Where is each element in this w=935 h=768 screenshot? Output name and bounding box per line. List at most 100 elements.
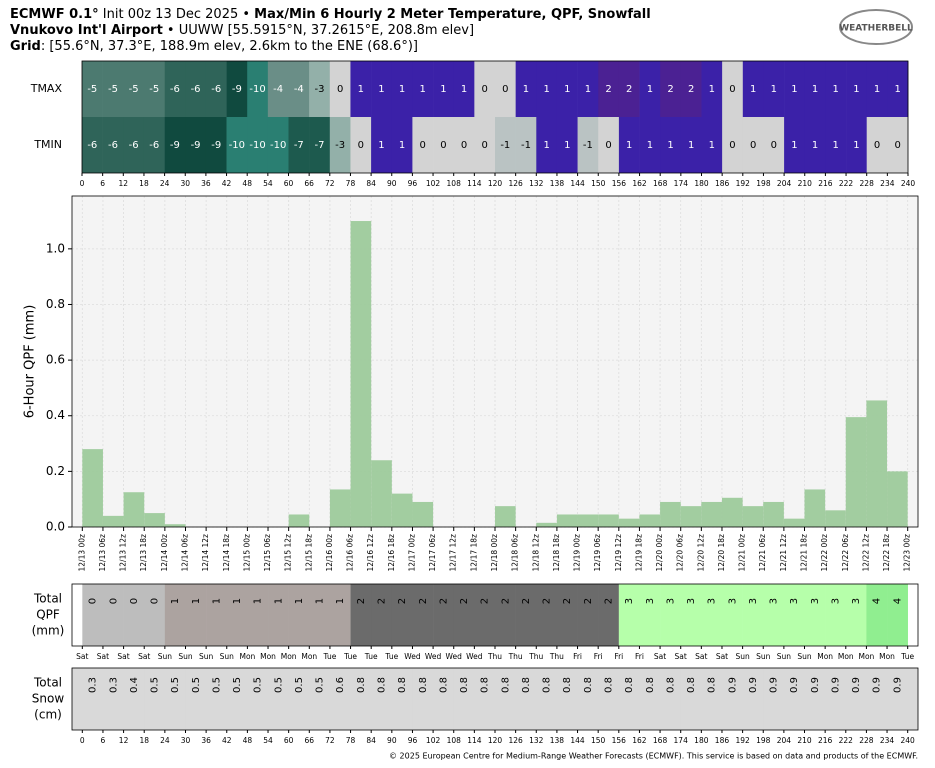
heat-cell bbox=[887, 61, 909, 117]
cell-label: -4 bbox=[294, 84, 304, 95]
strip-cell bbox=[598, 668, 620, 730]
strip-cell bbox=[556, 668, 578, 730]
x-tick-label: 168 bbox=[653, 736, 668, 745]
header-text: Grid bbox=[10, 39, 41, 54]
heat-cell bbox=[660, 61, 682, 117]
cell-label: -6 bbox=[211, 84, 221, 95]
x-tick-label: 12/13 18z bbox=[139, 534, 148, 572]
y-tick-label: 0.0 bbox=[46, 520, 65, 534]
x-tick-label: Mon bbox=[301, 652, 317, 661]
cell-label: 1 bbox=[750, 84, 756, 95]
y-tick-label: 0.6 bbox=[46, 353, 65, 367]
cell-label: 0.9 bbox=[851, 677, 862, 693]
x-tick-label: 66 bbox=[304, 179, 314, 188]
x-tick-label: 12/17 18z bbox=[469, 534, 478, 572]
heat-cell bbox=[226, 117, 248, 173]
cell-label: 3 bbox=[810, 598, 821, 604]
heat-cell bbox=[577, 61, 599, 117]
x-tick-label: 102 bbox=[426, 179, 441, 188]
strip-cell bbox=[680, 668, 702, 730]
strip-cell bbox=[495, 584, 516, 646]
x-tick-label: 162 bbox=[632, 736, 647, 745]
cell-label: -5 bbox=[129, 84, 139, 95]
cell-label: 1 bbox=[523, 84, 529, 95]
cell-label: 0 bbox=[337, 84, 343, 95]
cell-label: 2 bbox=[438, 598, 449, 604]
y-tick-label: 0.4 bbox=[46, 408, 65, 422]
x-tick-label: 66 bbox=[305, 736, 315, 745]
cell-label: 0 bbox=[358, 140, 364, 151]
cell-label: 1 bbox=[626, 140, 632, 151]
strip-cell bbox=[309, 668, 331, 730]
x-tick-label: 168 bbox=[653, 179, 668, 188]
strip-cell bbox=[515, 584, 537, 646]
cell-label: 1 bbox=[709, 84, 715, 95]
x-tick-label: 42 bbox=[222, 179, 232, 188]
bar bbox=[371, 460, 392, 527]
strip-cell bbox=[453, 584, 475, 646]
cell-label: 1 bbox=[853, 84, 859, 95]
x-tick-label: Sun bbox=[735, 652, 750, 661]
x-tick-label: 42 bbox=[222, 736, 232, 745]
cell-label: 3 bbox=[830, 598, 841, 604]
x-tick-label: 12/14 12z bbox=[201, 534, 210, 572]
heat-cell bbox=[618, 61, 640, 117]
x-tick-label: 102 bbox=[426, 736, 441, 745]
cell-label: 1 bbox=[564, 140, 570, 151]
heat-cell bbox=[495, 61, 516, 117]
strip-cell bbox=[123, 668, 145, 730]
cell-label: 0.9 bbox=[892, 677, 903, 693]
x-tick-label: 12/16 00z bbox=[325, 534, 334, 572]
heat-cell bbox=[164, 61, 186, 117]
cell-label: 1 bbox=[440, 84, 446, 95]
cell-label: 2 bbox=[480, 598, 491, 604]
cell-label: 0 bbox=[729, 84, 735, 95]
cell-label: 0.9 bbox=[830, 677, 841, 693]
bar bbox=[680, 506, 702, 527]
strip-label: QPF bbox=[36, 608, 60, 622]
heat-cell bbox=[639, 61, 661, 117]
x-tick-label: 234 bbox=[880, 736, 895, 745]
cell-label: 1 bbox=[461, 84, 467, 95]
x-tick-label: 114 bbox=[467, 736, 482, 745]
x-tick-label: 12/17 12z bbox=[449, 534, 458, 572]
x-tick-label: 12/16 12z bbox=[366, 534, 375, 572]
strip-cell bbox=[721, 668, 743, 730]
cell-label: -10 bbox=[249, 84, 265, 95]
header-line: ECMWF 0.1° Init 00z 13 Dec 2025 • Max/Mi… bbox=[10, 7, 651, 22]
cell-label: -9 bbox=[211, 140, 221, 151]
heat-cell bbox=[887, 117, 909, 173]
cell-label: 3 bbox=[665, 598, 676, 604]
x-tick-label: 12/22 06z bbox=[841, 534, 850, 572]
strip-cell bbox=[536, 668, 558, 730]
strip-cell bbox=[288, 668, 310, 730]
heat-cell bbox=[350, 117, 372, 173]
cell-label: 2 bbox=[418, 598, 429, 604]
heat-cell bbox=[680, 117, 702, 173]
x-tick-label: 12/22 00z bbox=[820, 534, 829, 572]
heat-cell bbox=[226, 61, 248, 117]
cell-label: 1 bbox=[378, 84, 384, 95]
strip-cell bbox=[618, 584, 640, 646]
strip-cell bbox=[556, 584, 578, 646]
x-tick-label: 156 bbox=[612, 736, 627, 745]
cell-label: 1 bbox=[585, 84, 591, 95]
heat-cell bbox=[143, 117, 165, 173]
cell-label: 1 bbox=[543, 84, 549, 95]
header-text: Init 00z 13 Dec 2025 • bbox=[99, 7, 255, 22]
x-tick-label: 150 bbox=[591, 179, 606, 188]
x-tick-label: 72 bbox=[325, 736, 335, 745]
heat-cell bbox=[825, 117, 847, 173]
cell-label: 2 bbox=[583, 598, 594, 604]
x-tick-label: 12/19 00z bbox=[573, 534, 582, 572]
bar bbox=[804, 489, 826, 527]
strip-cell bbox=[515, 668, 537, 730]
cell-label: 0.8 bbox=[686, 677, 697, 693]
cell-label: 2 bbox=[521, 598, 532, 604]
cell-label: 0 bbox=[88, 598, 99, 604]
cell-label: 1 bbox=[543, 140, 549, 151]
x-tick-label: 12/14 06z bbox=[180, 534, 189, 572]
x-tick-label: 12/13 06z bbox=[98, 534, 107, 572]
strip-cell bbox=[721, 584, 743, 646]
cell-label: 3 bbox=[624, 598, 635, 604]
